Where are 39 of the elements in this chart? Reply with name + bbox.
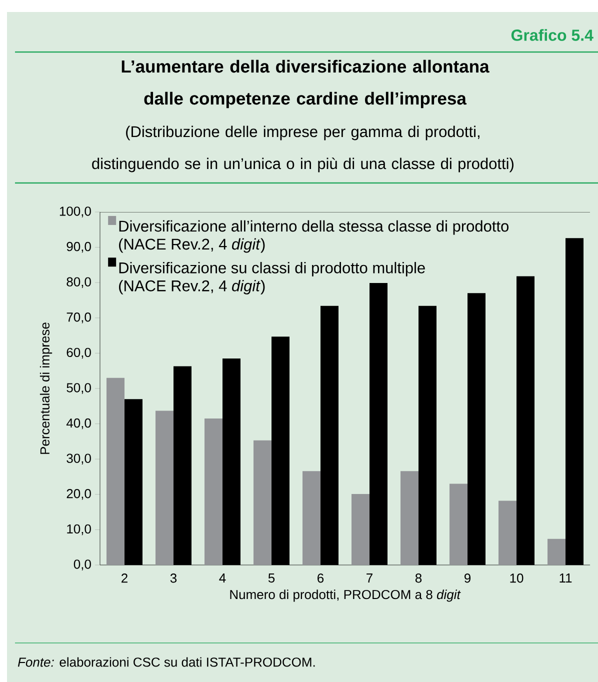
chart-subtitle: (Distribuzione delle imprese per gamma di prodotti, distinguendo se in un’unica o in più di una classe di prodotti) [92,126,514,172]
y-tick-label: 90,0 [66,242,91,253]
x-tick-label: 8 [415,574,422,583]
x-tick-label: 7 [366,574,372,582]
y-tick-label: 80,0 [66,277,91,288]
x-tick-label: 4 [219,574,226,582]
text: Fonte: elaborazioni CSC su dati ISTAT-PRODCOM. [18,657,315,667]
x-tick-label: 9 [464,574,471,583]
legend-label: Diversificazione su classi di prodotto multiple (NACE Rev.2, 4 digit) [119,262,425,294]
bar [302,471,321,565]
bar [548,538,566,565]
x-tick-label: 5 [268,574,275,583]
bar [254,440,272,565]
x-tick-label: 11 [560,574,572,582]
bar [450,484,468,565]
x-tick-label: 6 [318,574,324,583]
bar [204,418,222,565]
chart-title: L’aumentare della diversificazione allontana dalle competenze cardine dell’impresa [122,60,490,108]
bar [106,378,124,565]
y-tick-label: 100,0 [60,206,91,218]
y-tick-label: 50,0 [66,383,91,394]
x-axis-title: Numero di prodotti, PRODCOM a 8 digit [230,590,461,602]
y-tick-label: 40,0 [66,418,91,430]
y-tick-label: 0,0 [74,560,91,570]
y-tick-label: 20,0 [66,489,91,500]
y-tick-label: 60,0 [66,348,91,359]
legend-label: Diversificazione all’interno della stessa classe di prodotto (NACE Rev.2, 4 digit) [119,220,509,253]
y-tick-label: 70,0 [66,312,91,324]
text: Grafico 5.4 [511,29,594,41]
bar [498,500,517,565]
bar [400,471,419,565]
bar [352,494,370,565]
y-axis-title: Percentuale di imprese [40,322,52,454]
y-tick-label: 10,0 [67,524,91,536]
x-tick-label: 2 [122,574,128,583]
y-tick-label: 30,0 [66,454,91,464]
x-tick-label: 10 [510,574,524,583]
bar [156,410,174,565]
x-tick-label: 3 [170,574,177,583]
